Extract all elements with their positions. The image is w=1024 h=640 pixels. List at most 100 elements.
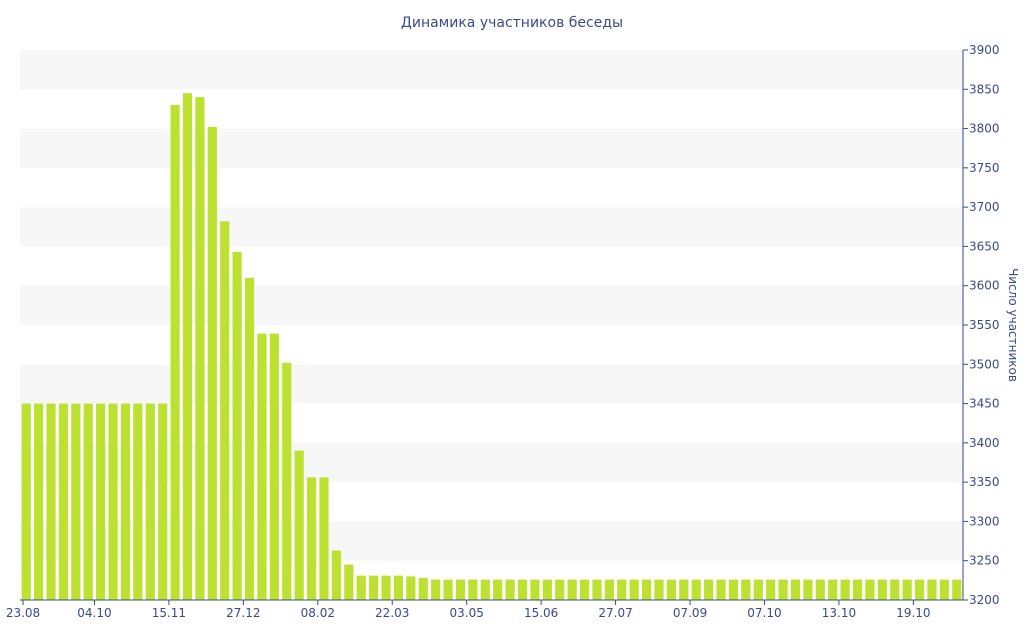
- bar: [592, 579, 602, 600]
- x-tick-label: 13.10: [822, 606, 856, 620]
- bar: [207, 127, 217, 600]
- bar: [815, 579, 825, 600]
- bar: [728, 579, 739, 600]
- bar: [244, 277, 255, 600]
- x-tick-label: 27.07: [598, 606, 632, 620]
- bar: [828, 579, 838, 600]
- bar: [480, 579, 490, 600]
- x-tick-label: 15.11: [152, 606, 186, 620]
- bar: [716, 579, 726, 600]
- bar: [96, 403, 106, 600]
- bar: [704, 579, 714, 600]
- bar: [306, 477, 317, 600]
- bar: [369, 575, 379, 600]
- bar: [840, 579, 850, 600]
- bar: [691, 579, 701, 600]
- bar: [418, 578, 428, 600]
- bar: [939, 579, 949, 600]
- bar: [654, 579, 664, 600]
- bar: [21, 403, 31, 600]
- bar: [220, 221, 230, 601]
- y-tick-label: 3600: [969, 279, 1000, 293]
- bar: [145, 403, 155, 600]
- bar: [344, 564, 354, 600]
- y-tick-label: 3350: [969, 475, 1000, 489]
- bar: [579, 579, 590, 600]
- bar: [517, 579, 528, 600]
- y-tick-label: 3800: [969, 122, 1000, 136]
- bar: [319, 477, 329, 600]
- y-tick-label: 3450: [969, 397, 1000, 411]
- bar: [666, 579, 677, 600]
- grid-band: [20, 285, 963, 325]
- y-ticks: 3200 3250 3300 3350 3400 3450 3500 3550 3600 3650…: [963, 43, 1000, 607]
- bar: [852, 579, 863, 600]
- y-tick-label: 3650: [969, 239, 1000, 253]
- bar: [902, 579, 912, 600]
- bar: [914, 579, 925, 600]
- bar: [617, 579, 627, 600]
- bar: [58, 403, 69, 600]
- grid-band: [20, 50, 963, 90]
- bar: [629, 579, 639, 600]
- y-tick-label: 3300: [969, 514, 1000, 528]
- bar: [455, 579, 466, 600]
- bar: [120, 403, 131, 600]
- bar: [182, 93, 193, 600]
- bar: [232, 251, 242, 600]
- bar: [133, 403, 143, 600]
- y-tick-label: 3750: [969, 161, 1000, 175]
- bar: [356, 575, 366, 600]
- bar: [555, 579, 565, 600]
- bar: [567, 579, 577, 600]
- y-axis-title: Число участников: [1006, 268, 1020, 382]
- bar: [679, 579, 689, 600]
- grid-band: [20, 364, 963, 404]
- bar: [170, 105, 180, 600]
- x-tick-label: 15.06: [524, 606, 558, 620]
- y-tick-label: 3850: [969, 82, 1000, 96]
- x-ticks: 23.08 04.10 15.11 27.12 08.02 22.03 03.05 15.06…: [6, 600, 931, 620]
- x-tick-label: 07.10: [747, 606, 781, 620]
- bar: [493, 579, 503, 600]
- bar: [269, 333, 279, 600]
- bar: [542, 579, 552, 600]
- grid-band: [20, 128, 963, 168]
- y-tick-label: 3250: [969, 554, 1000, 568]
- bar: [890, 579, 900, 600]
- bar: [34, 403, 44, 600]
- bar: [282, 362, 292, 600]
- bar: [257, 333, 267, 600]
- bar: [927, 579, 937, 600]
- y-tick-label: 3200: [969, 593, 1000, 607]
- bar: [294, 450, 304, 600]
- x-tick-label: 04.10: [77, 606, 111, 620]
- bar: [778, 579, 788, 600]
- y-tick-label: 3700: [969, 200, 1000, 214]
- x-tick-label: 23.08: [6, 606, 40, 620]
- bar: [790, 579, 801, 600]
- y-tick-label: 3500: [969, 357, 1000, 371]
- bar: [443, 579, 453, 600]
- grid-band: [20, 207, 963, 247]
- bar: [505, 579, 515, 600]
- bar: [393, 575, 404, 600]
- bar: [108, 403, 118, 600]
- bar: [604, 579, 614, 600]
- bar: [865, 579, 875, 600]
- y-tick-label: 3400: [969, 436, 1000, 450]
- bar: [381, 575, 391, 600]
- bar: [642, 579, 652, 600]
- bar: [530, 579, 540, 600]
- bar: [753, 579, 763, 600]
- bar: [877, 579, 887, 600]
- bar: [158, 403, 168, 600]
- x-tick-label: 19.10: [896, 606, 930, 620]
- bar: [952, 579, 962, 600]
- x-tick-label: 27.12: [226, 606, 260, 620]
- chart-title: Динамика участников беседы: [401, 15, 623, 31]
- bar: [83, 403, 93, 600]
- y-tick-label: 3550: [969, 318, 1000, 332]
